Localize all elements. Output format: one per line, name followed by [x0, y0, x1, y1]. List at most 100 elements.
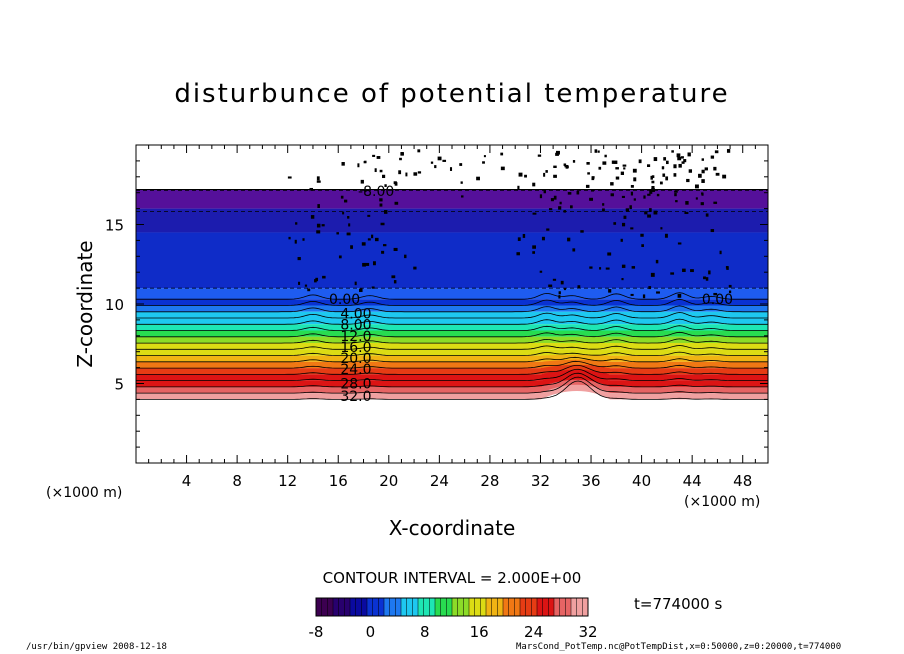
noise-mark	[594, 149, 598, 153]
contour-band	[136, 343, 768, 350]
contour-band	[136, 364, 768, 375]
noise-mark	[704, 167, 708, 171]
noise-mark	[572, 160, 576, 163]
noise-mark	[558, 295, 561, 299]
contour-line	[136, 376, 768, 394]
noise-mark	[677, 156, 682, 161]
contour-label: 20.0	[340, 351, 371, 367]
noise-mark	[726, 266, 729, 270]
noise-mark	[394, 201, 399, 205]
contour-band	[136, 288, 768, 300]
noise-mark	[651, 180, 655, 184]
contour-band	[136, 318, 768, 325]
x-tick-label: 28	[480, 472, 499, 490]
noise-mark	[585, 184, 590, 188]
noise-mark	[682, 268, 686, 272]
contour-band	[136, 189, 768, 209]
noise-mark	[532, 245, 536, 249]
noise-mark	[665, 176, 669, 181]
y-axis-label: Z-coordinate	[73, 240, 97, 367]
colorbar-swatch	[474, 598, 481, 616]
noise-mark	[374, 168, 377, 173]
noise-mark	[605, 267, 610, 270]
noise-mark	[363, 189, 367, 192]
x-tick-label: 8	[232, 472, 242, 490]
noise-mark	[675, 200, 678, 203]
noise-mark	[517, 237, 521, 241]
noise-mark	[316, 223, 321, 228]
colorbar-swatch	[469, 598, 476, 616]
noise-mark	[310, 215, 315, 219]
noise-mark	[660, 227, 663, 230]
colorbar-swatch	[491, 598, 498, 616]
noise-mark	[650, 272, 655, 277]
noise-mark	[620, 238, 623, 242]
noise-mark	[638, 159, 642, 164]
x-tick-label: 48	[733, 472, 752, 490]
noise-mark	[500, 152, 504, 156]
noise-mark	[664, 233, 668, 238]
noise-mark	[694, 184, 699, 189]
noise-mark	[539, 270, 543, 273]
noise-mark	[615, 176, 620, 180]
noise-mark	[321, 224, 325, 227]
contour-band	[136, 384, 768, 400]
noise-mark	[623, 215, 627, 219]
noise-mark	[553, 195, 557, 200]
noise-mark	[647, 193, 651, 196]
y-tick-label: 15	[105, 217, 124, 235]
noise-mark	[656, 291, 660, 294]
noise-mark	[722, 174, 727, 179]
noise-mark	[537, 154, 542, 157]
noise-mark	[543, 172, 546, 177]
colorbar-tick-label: 24	[524, 623, 543, 641]
noise-mark	[302, 238, 305, 241]
noise-mark	[442, 159, 447, 162]
colorbar-swatch	[321, 598, 328, 616]
noise-mark	[348, 223, 351, 227]
noise-mark	[700, 202, 704, 206]
colorbar-tick-label: 16	[470, 623, 489, 641]
contour-line	[136, 331, 768, 338]
noise-mark	[587, 172, 590, 175]
contour-band	[136, 305, 768, 312]
noise-mark	[362, 262, 366, 267]
colorbar-tick-label: 0	[366, 623, 376, 641]
colorbar-swatch	[486, 598, 493, 616]
noise-mark	[417, 149, 421, 153]
colorbar-swatch	[565, 598, 572, 616]
noise-mark	[317, 204, 320, 208]
noise-mark	[350, 245, 353, 249]
noise-mark	[449, 167, 453, 171]
noise-mark	[597, 150, 600, 153]
footer-left: /usr/bin/gpview 2008-12-18	[26, 642, 167, 652]
noise-mark	[607, 252, 612, 256]
noise-mark	[708, 270, 711, 275]
contour-band	[136, 330, 768, 337]
noise-mark	[641, 244, 644, 247]
noise-mark	[610, 193, 614, 197]
noise-mark	[670, 272, 675, 275]
noise-mark	[680, 156, 684, 159]
noise-mark	[316, 230, 321, 234]
noise-mark	[380, 222, 385, 226]
colorbar-swatch	[429, 598, 436, 616]
noise-mark	[653, 210, 658, 215]
noise-mark	[482, 161, 485, 164]
noise-mark	[316, 176, 320, 181]
noise-mark	[590, 189, 594, 192]
noise-mark	[589, 197, 593, 201]
noise-mark	[659, 181, 663, 185]
noise-mark	[726, 149, 731, 153]
noise-mark	[625, 208, 629, 212]
noise-mark	[710, 229, 715, 233]
noise-mark	[698, 173, 702, 178]
noise-mark	[336, 232, 339, 235]
colorbar-swatch	[372, 598, 379, 616]
noise-mark	[363, 160, 367, 164]
noise-mark	[309, 187, 314, 191]
noise-mark	[382, 174, 386, 179]
noise-mark	[374, 237, 379, 242]
contour-label: 8.00	[340, 318, 371, 334]
noise-mark	[371, 234, 374, 239]
